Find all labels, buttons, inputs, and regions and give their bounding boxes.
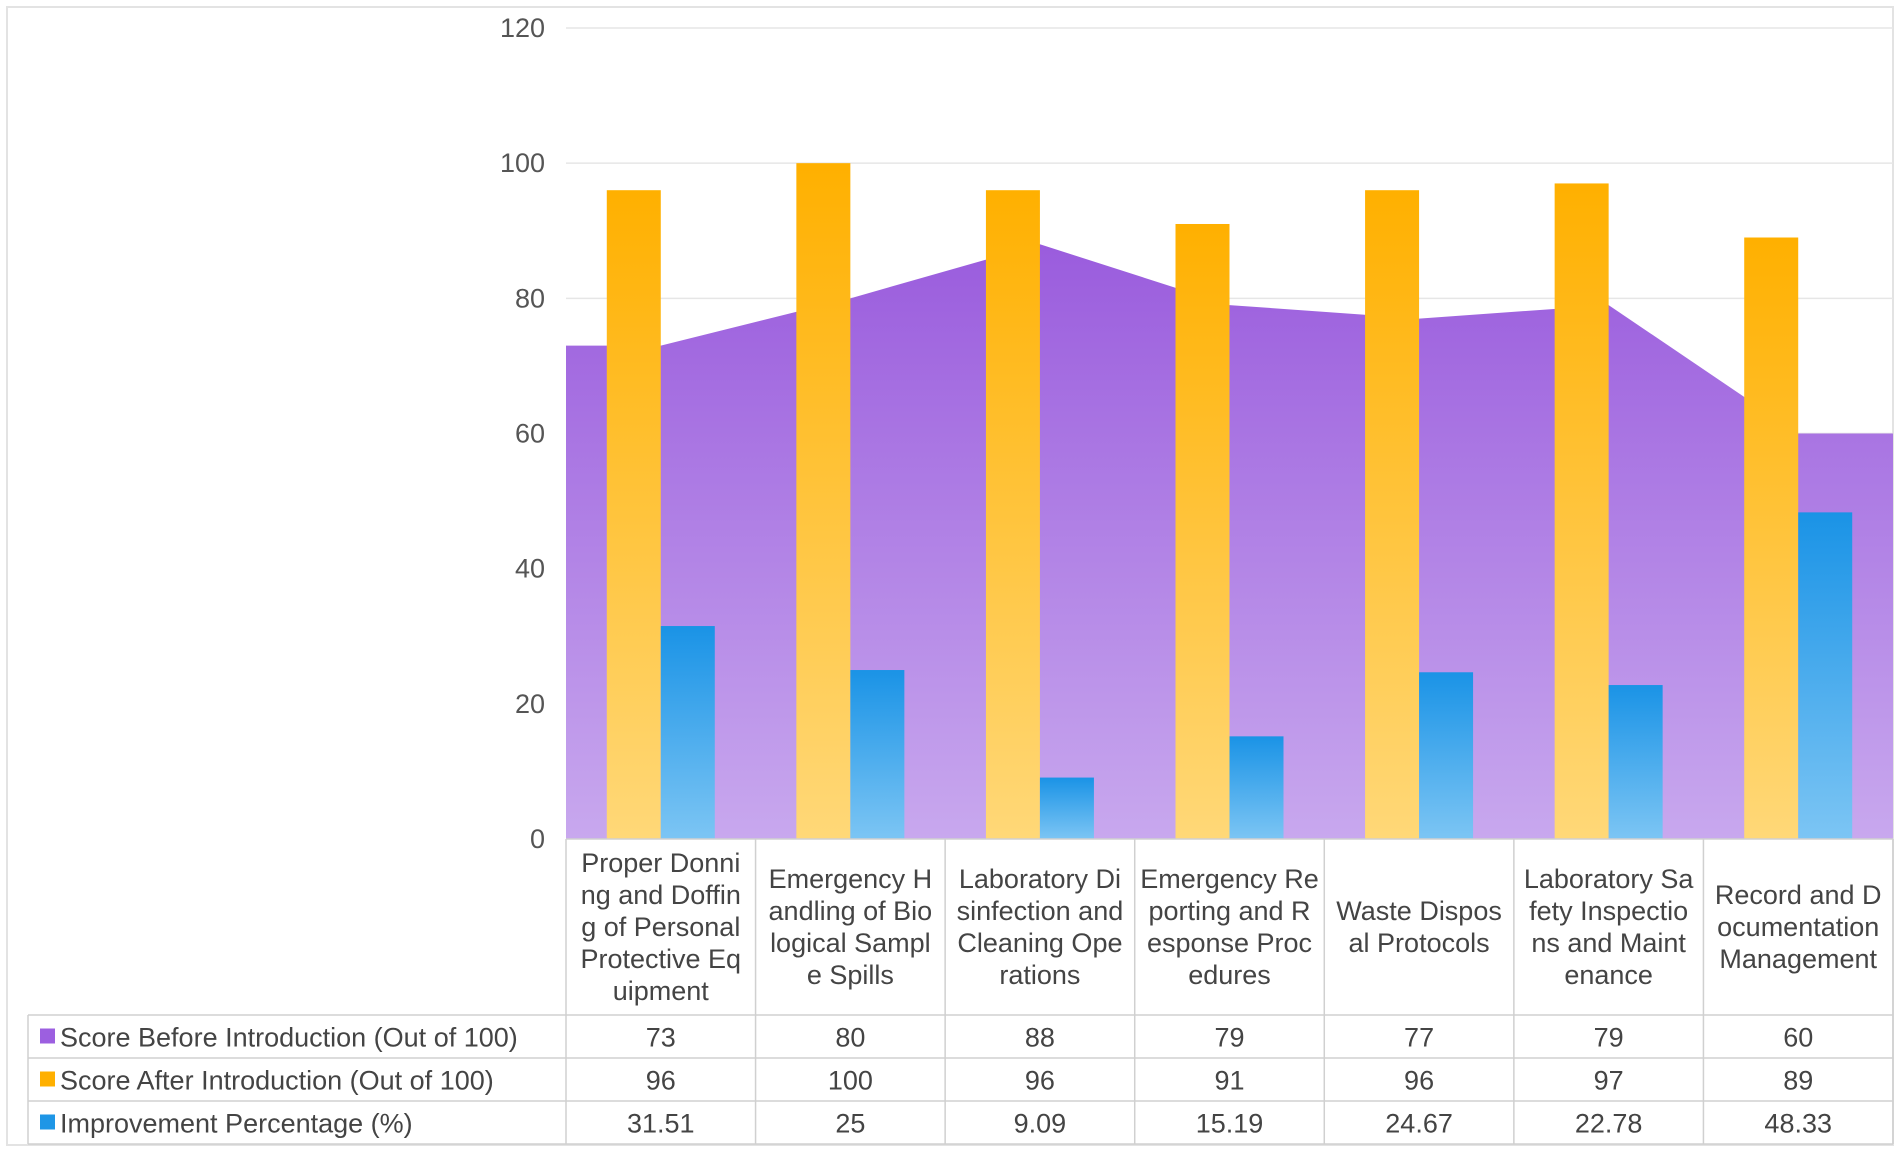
category-label: Waste Dispos (1336, 896, 1502, 926)
category-label: enance (1564, 960, 1653, 990)
bar-improvement (850, 670, 905, 839)
data-label: 24.67 (1385, 1109, 1453, 1139)
category-label: Management (1719, 944, 1877, 974)
y-tick-label: 20 (515, 689, 545, 719)
category-label: fety Inspectio (1529, 896, 1688, 926)
y-tick-label: 80 (515, 283, 545, 313)
bar-improvement (1608, 685, 1663, 839)
data-label: 96 (1404, 1066, 1434, 1096)
data-label: 91 (1214, 1066, 1244, 1096)
data-label: 25 (835, 1109, 865, 1139)
legend-swatch (40, 1071, 55, 1087)
data-label: 89 (1783, 1066, 1813, 1096)
bar-score-after (1175, 223, 1230, 839)
category-label: Laboratory Di (959, 864, 1121, 894)
data-label: 48.33 (1764, 1109, 1832, 1139)
category-label: edures (1188, 960, 1271, 990)
data-label: 80 (835, 1023, 865, 1053)
category-label: e Spills (807, 960, 894, 990)
data-label: 15.19 (1196, 1109, 1264, 1139)
bar-score-after (606, 190, 661, 839)
bar-improvement (1229, 736, 1284, 839)
data-label: 77 (1404, 1023, 1434, 1053)
bar-score-after (985, 190, 1040, 839)
category-label: Cleaning Ope (957, 928, 1122, 958)
category-label: Laboratory Sa (1524, 864, 1695, 894)
legend-label: Improvement Percentage (%) (60, 1109, 413, 1139)
y-axis: 0 20 40 60 80 100 120 (500, 13, 545, 854)
bar-improvement (1039, 777, 1094, 839)
y-tick-label: 40 (515, 554, 545, 584)
category-label: Protective Eq (580, 944, 741, 974)
category-label: logical Sampl (770, 928, 931, 958)
data-label: 79 (1594, 1023, 1624, 1053)
category-label: g of Personal (581, 912, 740, 942)
data-label: 9.09 (1014, 1109, 1067, 1139)
data-label: 22.78 (1575, 1109, 1643, 1139)
data-label: 73 (646, 1023, 676, 1053)
category-label: porting and R (1148, 896, 1310, 926)
category-label: Proper Donni (581, 848, 740, 878)
data-label: 88 (1025, 1023, 1055, 1053)
bar-score-after (1365, 190, 1420, 839)
y-tick-label: 100 (500, 148, 545, 178)
category-label: esponse Proc (1147, 928, 1312, 958)
bar-improvement (1798, 512, 1853, 839)
legend-label: Score After Introduction (Out of 100) (60, 1066, 494, 1096)
legend-swatch (40, 1114, 55, 1130)
category-label: ocumentation (1717, 912, 1879, 942)
bar-score-after (1554, 183, 1609, 840)
y-tick-label: 120 (500, 13, 545, 43)
data-label: 60 (1783, 1023, 1813, 1053)
category-label: Record and D (1715, 880, 1882, 910)
category-label: Emergency Re (1140, 864, 1319, 894)
data-label: 100 (828, 1066, 873, 1096)
bar-improvement (1419, 672, 1474, 839)
data-label: 79 (1214, 1023, 1244, 1053)
category-label: al Protocols (1349, 928, 1490, 958)
data-label: 96 (1025, 1066, 1055, 1096)
category-label: sinfection and (957, 896, 1124, 926)
legend-label: Score Before Introduction (Out of 100) (60, 1023, 518, 1053)
bar-series (606, 163, 1853, 840)
category-label: uipment (613, 976, 710, 1006)
data-label: 31.51 (627, 1109, 695, 1139)
data-label: 96 (646, 1066, 676, 1096)
legend-swatch (40, 1028, 55, 1044)
data-label: 97 (1594, 1066, 1624, 1096)
category-label: rations (999, 960, 1080, 990)
category-label: andling of Bio (769, 896, 933, 926)
category-label: Emergency H (769, 864, 933, 894)
bar-score-after (1744, 237, 1799, 840)
y-tick-label: 0 (530, 824, 545, 854)
category-label: ng and Doffin (581, 880, 741, 910)
y-tick-label: 60 (515, 419, 545, 449)
category-label: ns and Maint (1531, 928, 1686, 958)
bar-improvement (660, 626, 715, 839)
bar-score-after (796, 163, 851, 839)
